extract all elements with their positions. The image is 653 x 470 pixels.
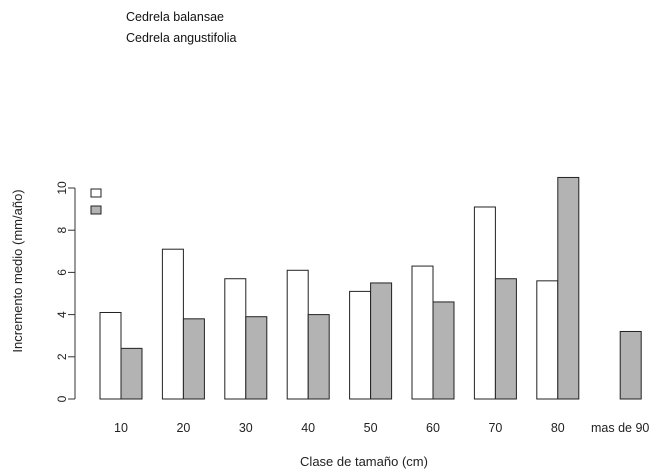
bar-30-series-0 bbox=[224, 278, 247, 400]
bars bbox=[99, 176, 642, 400]
x-tick-label: 30 bbox=[239, 421, 253, 435]
x-tick-label: 70 bbox=[488, 421, 502, 435]
x-axis-label: Clase de tamaño (cm) bbox=[300, 454, 428, 469]
x-tick-labels: 10 20 30 40 50 60 70 80 mas de 90 bbox=[114, 421, 649, 435]
bar-70-series-1 bbox=[494, 278, 517, 400]
x-tick-label: 60 bbox=[426, 421, 440, 435]
legend-swatch-0 bbox=[90, 188, 102, 198]
x-tick-label: 80 bbox=[551, 421, 565, 435]
legend-label-angustifolia: Cedrela angustifolia bbox=[126, 31, 237, 45]
bar-10-series-1 bbox=[120, 347, 143, 400]
bar-50-series-0 bbox=[349, 290, 372, 400]
bar-70-series-0 bbox=[473, 206, 496, 400]
x-tick-label: 40 bbox=[301, 421, 315, 435]
bar-40-series-1 bbox=[307, 314, 330, 400]
y-tick-label: 4 bbox=[55, 311, 69, 318]
y-tick-label: 2 bbox=[55, 353, 69, 360]
y-tick-label: 10 bbox=[55, 181, 69, 195]
x-tick-label: 50 bbox=[364, 421, 378, 435]
y-axis: 0 2 4 6 8 10 bbox=[55, 181, 76, 402]
legend-swatch-1 bbox=[90, 205, 102, 215]
legend-label-balansae: Cedrela balansae bbox=[126, 10, 224, 24]
x-tick-label: mas de 90 bbox=[591, 421, 649, 435]
bar-10-series-0 bbox=[99, 311, 122, 400]
bar-20-series-0 bbox=[161, 248, 184, 400]
x-tick-label: 10 bbox=[114, 421, 128, 435]
bar-mas-de-90-series-1 bbox=[619, 330, 642, 400]
bar-60-series-0 bbox=[411, 265, 434, 400]
y-tick-label: 6 bbox=[55, 269, 69, 276]
bar-60-series-1 bbox=[432, 301, 455, 400]
y-tick-label: 8 bbox=[55, 227, 69, 234]
bar-20-series-1 bbox=[182, 318, 205, 400]
legend-swatches bbox=[90, 188, 102, 215]
bar-30-series-1 bbox=[245, 316, 268, 400]
bar-50-series-1 bbox=[370, 282, 393, 400]
y-tick-label: 0 bbox=[55, 395, 69, 402]
x-tick-label: 20 bbox=[176, 421, 190, 435]
bar-80-series-0 bbox=[536, 280, 559, 400]
y-axis-label: Incremento medio (mm/año) bbox=[10, 189, 25, 352]
bar-40-series-0 bbox=[286, 269, 309, 400]
bar-80-series-1 bbox=[557, 176, 580, 400]
